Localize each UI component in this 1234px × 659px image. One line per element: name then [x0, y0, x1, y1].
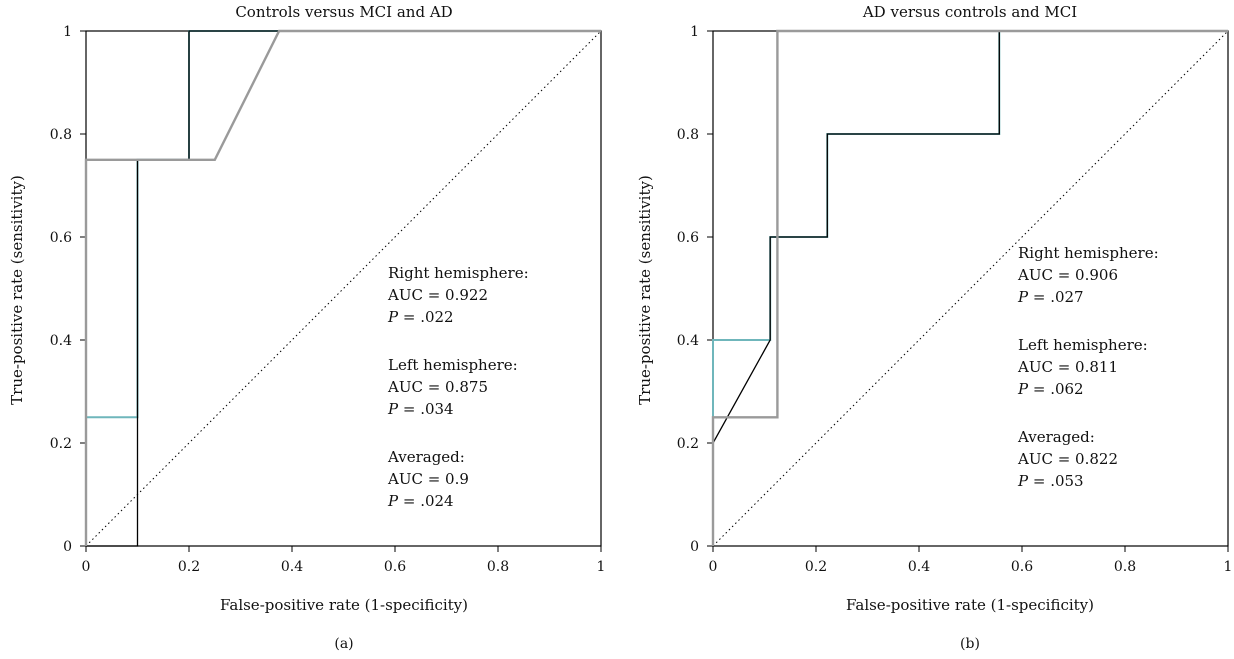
annotation-header: Averaged: [387, 448, 465, 466]
annotation-p-symbol: P [1017, 380, 1029, 398]
annotation-auc: AUC = 0.922 [387, 286, 488, 304]
annotation-p-value: P = .024 [387, 492, 454, 510]
annotation-auc: AUC = 0.811 [1017, 358, 1118, 376]
panel-b-plot: 0 0.2 0.4 0.6 0.8 1 0 0.2 0.4 0.6 0.8 1 Right hemisp… [677, 24, 1233, 575]
y-tick-label: 0.2 [677, 436, 699, 452]
x-tick-label: 0.8 [487, 559, 509, 575]
annotation-p-value: P = .062 [1017, 380, 1084, 398]
annotation-p-number: = .034 [398, 400, 454, 418]
x-tick-label: 1 [597, 559, 606, 575]
x-tick-label: 0.4 [281, 559, 303, 575]
y-tick-label: 0.4 [677, 333, 699, 349]
x-tick-label: 0.8 [1114, 559, 1136, 575]
chance-diagonal [85, 30, 602, 547]
annotation-p-symbol: P [1017, 288, 1029, 306]
annotation-auc: AUC = 0.9 [387, 470, 469, 488]
y-tick-label: 0.2 [50, 436, 72, 452]
panel-b-y-axis-label: True-positive rate (sensitivity) [636, 175, 654, 405]
y-tick-label: 0.4 [50, 333, 72, 349]
panel-a-plot: 0 0.2 0.4 0.6 0.8 1 0 0.2 0.4 0.6 0.8 1 Right hemisp… [50, 24, 606, 575]
annotation-auc: AUC = 0.822 [1017, 450, 1118, 468]
annotation-auc: AUC = 0.875 [387, 378, 488, 396]
y-tick-label: 0.6 [677, 230, 699, 246]
annotation-auc: AUC = 0.906 [1017, 266, 1118, 284]
panel-b: AD versus controls and MCI True-positive… [636, 3, 1232, 652]
annotation-header: Left hemisphere: [1018, 336, 1148, 354]
annotation-p-number: = .053 [1028, 472, 1084, 490]
annotation-p-number: = .062 [1028, 380, 1084, 398]
annotation-p-value: P = .034 [387, 400, 454, 418]
panel-b-caption: (b) [960, 636, 980, 652]
annotation-p-value: P = .053 [1017, 472, 1084, 490]
annotation-p-value: P = .022 [387, 308, 454, 326]
x-tick-label: 0.6 [1011, 559, 1033, 575]
annotation-p-value: P = .027 [1017, 288, 1084, 306]
x-tick-label: 0 [82, 559, 91, 575]
x-tick-label: 0.2 [805, 559, 827, 575]
chance-diagonal [712, 30, 1229, 547]
roc-curve-2 [712, 30, 1228, 546]
panel-a-x-axis-label: False-positive rate (1-specificity) [220, 596, 468, 614]
y-tick-label: 0.8 [50, 127, 72, 143]
x-tick-label: 0.2 [178, 559, 200, 575]
y-tick-label: 0 [63, 539, 72, 555]
annotation-p-number: = .022 [398, 308, 454, 326]
x-tick-label: 1 [1224, 559, 1233, 575]
annotation-header: Right hemisphere: [1018, 244, 1159, 262]
y-tick-label: 0 [690, 539, 699, 555]
x-tick-label: 0.6 [384, 559, 406, 575]
y-tick-label: 0.8 [677, 127, 699, 143]
roc-curve-3 [711, 29, 1228, 546]
panel-a-title: Controls versus MCI and AD [235, 3, 452, 21]
panel-b-x-axis-label: False-positive rate (1-specificity) [846, 596, 1094, 614]
annotation-p-symbol: P [1017, 472, 1029, 490]
annotation-header: Left hemisphere: [388, 356, 518, 374]
panel-b-title: AD versus controls and MCI [862, 3, 1077, 21]
panel-a: Controls versus MCI and AD True-positive… [8, 3, 605, 652]
x-tick-label: 0.4 [908, 559, 930, 575]
annotation-p-number: = .024 [398, 492, 454, 510]
annotation-header: Averaged: [1017, 428, 1095, 446]
panel-a-caption: (a) [334, 636, 353, 652]
annotation-p-symbol: P [387, 492, 399, 510]
panel-a-y-axis-label: True-positive rate (sensitivity) [8, 175, 26, 405]
annotation-p-symbol: P [387, 308, 399, 326]
annotation-p-number: = .027 [1028, 288, 1084, 306]
annotation-p-symbol: P [387, 400, 399, 418]
y-tick-label: 0.6 [50, 230, 72, 246]
y-tick-label: 1 [690, 24, 699, 40]
x-tick-label: 0 [709, 559, 718, 575]
roc-curve-3 [84, 29, 601, 546]
annotation-header: Right hemisphere: [388, 264, 529, 282]
y-tick-label: 1 [63, 24, 72, 40]
